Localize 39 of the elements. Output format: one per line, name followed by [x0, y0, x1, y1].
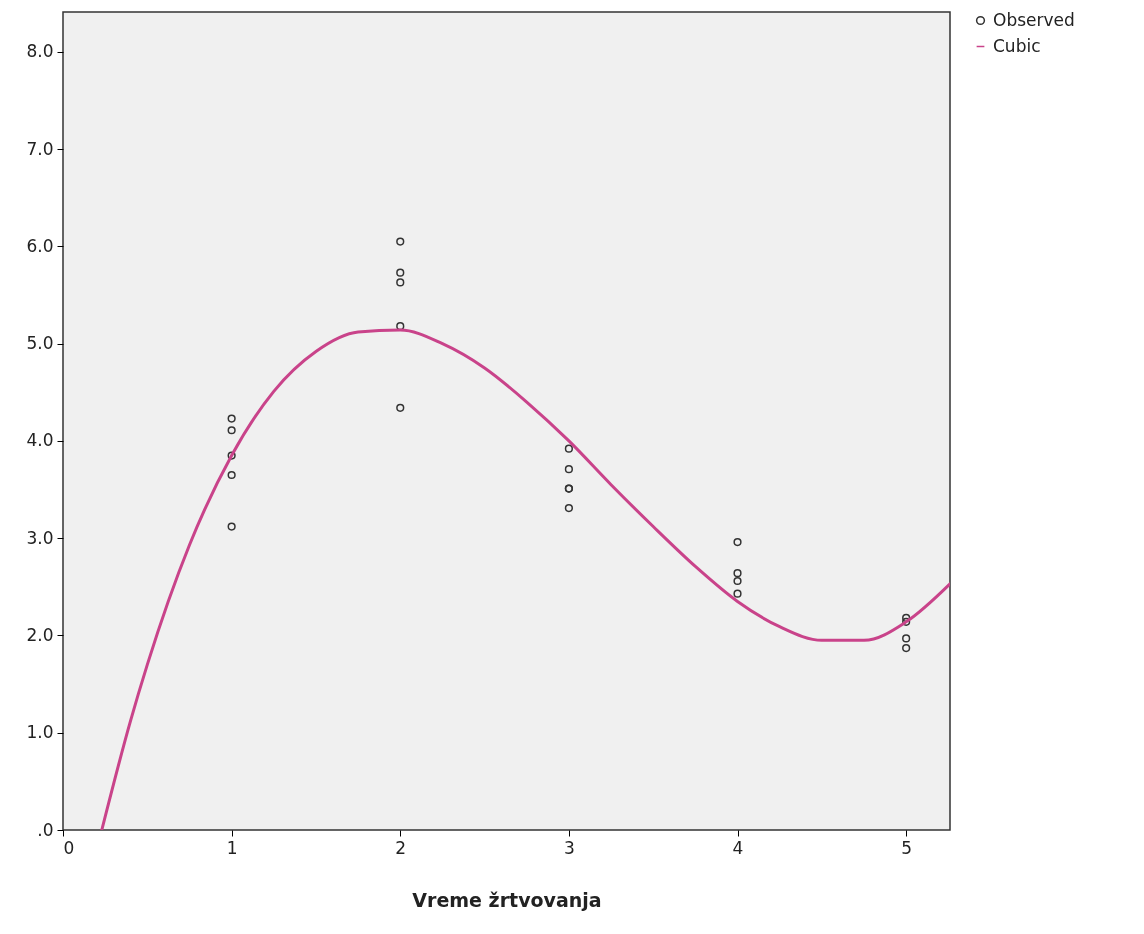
legend-label: Cubic	[993, 35, 1041, 56]
point	[733, 538, 742, 547]
y-tick-label: 1.0	[26, 722, 54, 743]
point	[564, 503, 573, 513]
point	[396, 268, 405, 277]
x-axis-title: Vreme žrtvovanja	[412, 888, 602, 911]
point	[733, 569, 742, 578]
x-tick-label: 2	[395, 837, 407, 858]
point	[396, 403, 405, 412]
point	[396, 237, 405, 246]
x-tick-label: 3	[563, 837, 575, 858]
point	[902, 617, 911, 626]
legend-label: Observed	[993, 9, 1075, 30]
point	[902, 644, 911, 653]
point	[227, 451, 236, 460]
point	[227, 470, 236, 480]
y-tick-label: 8.0	[26, 41, 54, 62]
y-tick-label: 2.0	[26, 624, 54, 645]
point	[902, 634, 911, 643]
y-tick-label: .0	[37, 819, 54, 840]
y-tick-label: 3.0	[26, 527, 54, 548]
point	[733, 589, 742, 598]
point	[564, 465, 573, 474]
y-tick-label: 6.0	[26, 235, 54, 256]
x-tick-label: 4	[732, 837, 744, 858]
x-tick-label: 5	[901, 837, 913, 858]
y-tick-label: 7.0	[26, 138, 54, 159]
point	[733, 576, 742, 586]
x-tick-label: 1	[226, 837, 238, 858]
point	[227, 414, 236, 423]
point	[396, 278, 405, 287]
point	[227, 522, 236, 531]
y-tick-label: 5.0	[26, 333, 54, 354]
point	[227, 426, 236, 435]
point	[902, 613, 911, 623]
y-tick-label: 4.0	[26, 430, 54, 451]
x-tick-label: 0	[63, 837, 75, 858]
line-series	[100, 328, 950, 830]
point	[564, 444, 573, 453]
